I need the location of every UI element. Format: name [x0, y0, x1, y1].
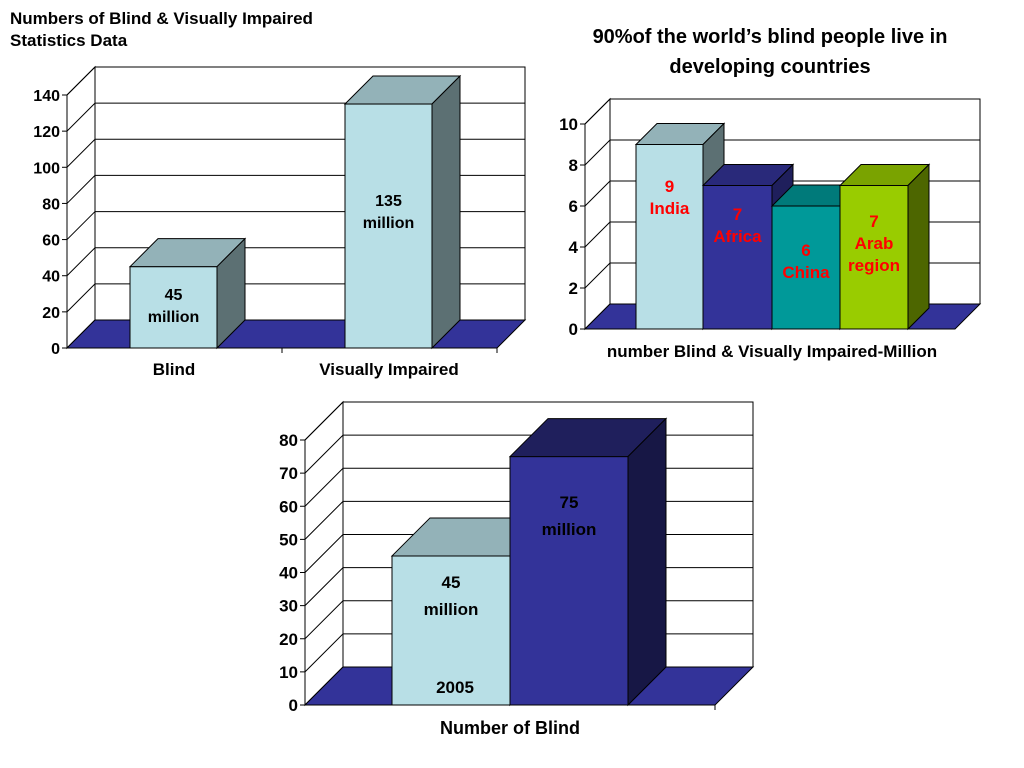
undefined-y-tick-label: 20: [42, 305, 60, 322]
undefined-y-tick-label: 20: [279, 630, 298, 649]
undefined-bar-side-3: [907, 163, 930, 331]
undefined-y-tick-label: 60: [42, 233, 60, 250]
undefined-y-tick-label: 30: [279, 597, 298, 616]
chart1-x-label-blind: Blind: [153, 360, 196, 379]
chart1-title: Numbers of Blind & Visually Impaired Sta…: [10, 8, 390, 52]
chart1-title-line1: Numbers of Blind & Visually Impaired: [10, 9, 313, 28]
undefined-gridline: [66, 66, 525, 96]
undefined-bar-label-1: million: [542, 520, 597, 539]
undefined-bar-1: [344, 103, 433, 349]
undefined-y-tick-label: 6: [569, 197, 578, 216]
chart3-category-label: 2005: [436, 678, 474, 697]
chart3-x-axis-label: Number of Blind: [440, 718, 580, 738]
undefined-bar-side-1: [627, 417, 667, 707]
undefined-bar-1: [509, 456, 629, 706]
chart2-title: 90%of the world’s blind people live in d…: [545, 22, 995, 82]
undefined-y-tick-label: 80: [279, 431, 298, 450]
undefined-gridline: [584, 139, 980, 166]
undefined-bar-0: [129, 266, 218, 349]
undefined-bar-0: [391, 555, 511, 706]
undefined-y-tick-label: 80: [42, 196, 60, 213]
undefined-y-tick-label: 140: [33, 88, 60, 105]
undefined-y-tick-label: 8: [569, 156, 578, 175]
undefined-bar-label-0: 45: [442, 573, 461, 592]
chart1-x-label-visually-impaired: Visually Impaired: [319, 360, 459, 379]
undefined-bar-label-0: 45: [165, 287, 183, 304]
undefined-bar-label-0: million: [148, 309, 200, 326]
undefined-y-tick-label: 0: [289, 696, 298, 715]
undefined-y-tick-label: 10: [559, 115, 578, 134]
undefined-bar-label-2: 6: [801, 241, 810, 260]
undefined-bar-label-1: 75: [560, 493, 579, 512]
undefined-bar-label-0: India: [650, 199, 690, 218]
undefined-bar-label-0: 9: [665, 177, 674, 196]
undefined-y-tick-label: 0: [51, 341, 60, 358]
undefined-bar-1: [702, 185, 773, 330]
undefined-bar-label-3: 7: [869, 212, 878, 231]
chart1-title-line2: Statistics Data: [10, 31, 128, 50]
undefined-bar-0: [635, 144, 704, 330]
undefined-bar-label-3: region: [848, 256, 900, 275]
chart2-x-axis-label: number Blind & Visually Impaired-Million: [607, 342, 937, 361]
undefined-gridline: [584, 98, 980, 125]
undefined-y-tick-label: 120: [33, 124, 60, 141]
undefined-y-tick-label: 40: [42, 269, 60, 286]
undefined-y-tick-label: 60: [279, 497, 298, 516]
undefined-y-tick-label: 40: [279, 564, 298, 583]
undefined-y-tick-label: 2: [569, 279, 578, 298]
undefined-gridline: [304, 401, 753, 441]
chart2-title-line2: developing countries: [669, 56, 871, 78]
undefined-bar-label-0: million: [424, 600, 479, 619]
chart2-title-line1: 90%of the world’s blind people live in: [592, 26, 948, 48]
undefined-y-tick-label: 0: [569, 320, 578, 339]
undefined-bar-side-0: [216, 237, 246, 350]
undefined-y-tick-label: 50: [279, 530, 298, 549]
undefined-y-tick-label: 100: [33, 160, 60, 177]
undefined-bar-label-1: million: [363, 215, 415, 232]
undefined-bar-label-1: Africa: [713, 227, 762, 246]
undefined-y-tick-label: 10: [279, 663, 298, 682]
undefined-y-tick-label: 70: [279, 464, 298, 483]
undefined-y-tick-label: 4: [569, 238, 579, 257]
undefined-bar-side-1: [431, 74, 461, 350]
undefined-bar-label-1: 7: [733, 205, 742, 224]
undefined-bar-label-3: Arab: [855, 234, 894, 253]
undefined-bar-label-1: 135: [375, 193, 402, 210]
undefined-bar-label-2: China: [782, 263, 830, 282]
